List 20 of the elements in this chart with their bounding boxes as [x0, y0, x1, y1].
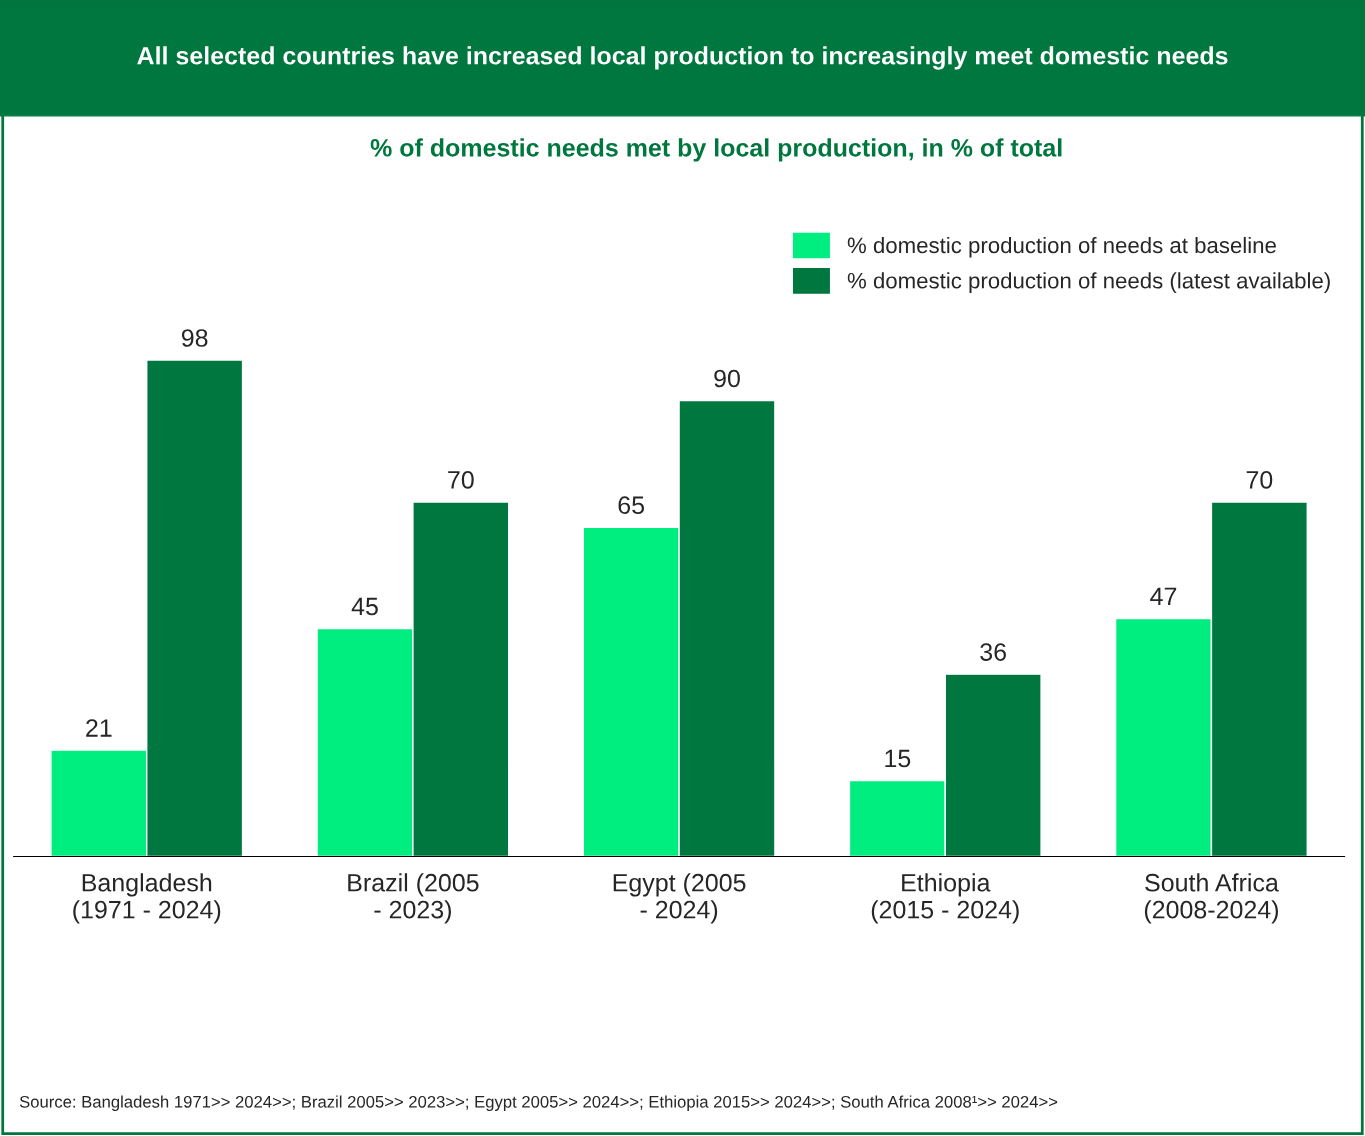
x-tick-label: Egypt (2005 - 2024) — [613, 873, 746, 924]
chart-title: All selected countries have increased local production to increasingly meet domestic needs — [137, 46, 1228, 70]
x-tick-label: South Africa (2008-2024) — [1144, 873, 1279, 924]
x-tick-label: Brazil (2005 - 2023) — [348, 873, 479, 924]
x-tick-label: Ethiopia (2015 - 2024) — [871, 873, 1019, 924]
data-label: 47 — [1150, 587, 1177, 605]
chart-subtitle: % of domestic needs met by local production, in % of total — [370, 138, 1062, 162]
x-tick-label: Bangladesh (1971 - 2024) — [73, 873, 221, 924]
legend-label: % domestic production of needs at baseline — [847, 236, 1276, 258]
data-label: 98 — [181, 329, 208, 347]
data-label: 70 — [448, 470, 474, 489]
source-note: Source: Bangladesh 1971>> 2024>>; Brazil 2005>> 2023>>; Egypt 2005>> 2024>>; Ethiopia 2015>> 2024>>; South Africa 2008¹>> 2024>> — [19, 1095, 1058, 1112]
data-label: 45 — [351, 597, 378, 616]
data-label: 21 — [86, 719, 112, 737]
legend-label: % domestic production of needs (latest available) — [847, 272, 1330, 293]
data-label: 90 — [714, 369, 740, 388]
data-label: 15 — [885, 749, 911, 768]
data-label: 70 — [1246, 470, 1273, 489]
data-label: 36 — [980, 643, 1006, 661]
data-label: 65 — [618, 496, 645, 514]
